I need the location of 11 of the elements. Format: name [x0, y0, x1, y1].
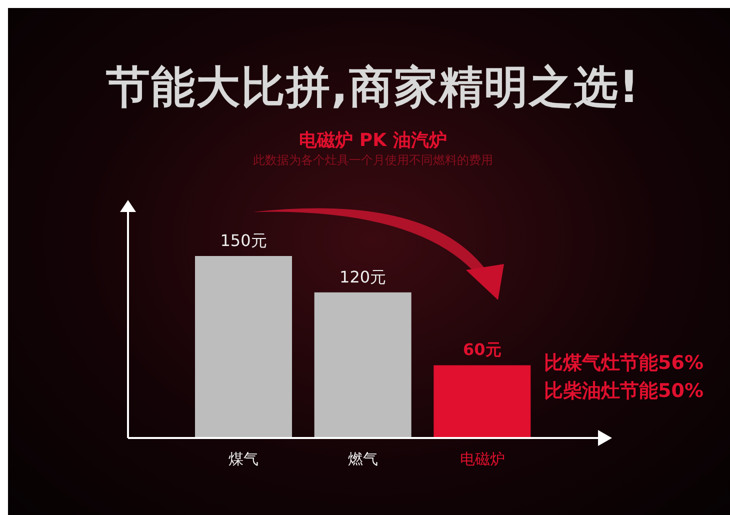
x-tick-label: 燃气	[348, 450, 378, 468]
annotation: 比柴油灶节能50%	[544, 379, 704, 404]
chart-title: 节能大比拼,商家精明之选!	[105, 61, 641, 115]
data-label: 120元	[340, 267, 386, 286]
annotation: 比煤气灶节能56%	[544, 351, 704, 376]
data-label: 150元	[220, 231, 267, 250]
x-tick-label: 电磁炉	[460, 450, 505, 468]
text: 此数据为各个灶具一个月使用不同燃料的费用	[252, 152, 494, 169]
chart-subtitle: 电磁炉 PK 油汽炉	[298, 129, 448, 152]
data-label: 60元	[463, 340, 502, 360]
x-tick-label: 煤气	[228, 450, 259, 468]
